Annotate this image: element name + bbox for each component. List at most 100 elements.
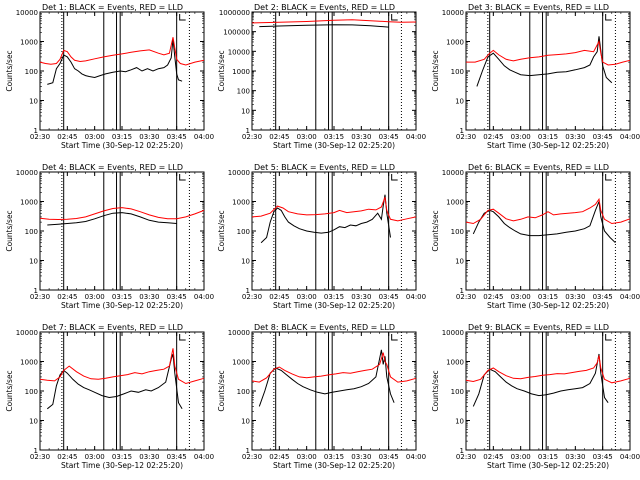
x-tick-label: 03:15 (112, 133, 132, 141)
panel-title: Det 2: BLACK = Events, RED = LLD (254, 3, 395, 12)
x-tick-label: 04:00 (194, 133, 214, 141)
y-tick-label: 10000 (442, 329, 464, 337)
events-series-line (47, 212, 177, 226)
x-tick-label: 02:30 (456, 133, 476, 141)
plot-frame (39, 331, 205, 451)
detector-panel: Det 4: BLACK = Events, RED = LLD 1 10 100 10… (5, 163, 214, 310)
x-tick-label: 03:30 (565, 293, 585, 301)
events-series-line (259, 24, 389, 28)
y-tick-label: 1 (34, 127, 38, 135)
x-tick-label: 03:30 (139, 293, 159, 301)
y-axis-label: Counts/sec (217, 370, 226, 411)
events-series-line (258, 349, 395, 407)
lld-series-line (465, 355, 631, 384)
x-tick-label: 02:30 (242, 453, 262, 461)
x-axis-label: Start Time (30-Sep-12 02:25:20) (61, 461, 183, 470)
events-series-line (472, 201, 616, 244)
x-tick-label: 03:00 (85, 293, 105, 301)
panel-title: Det 3: BLACK = Events, RED = LLD (468, 3, 609, 12)
y-tick-label: 100 (451, 68, 464, 76)
y-tick-label: 1 (246, 127, 250, 135)
lld-series-line (251, 352, 417, 383)
x-tick-label: 03:00 (85, 133, 105, 141)
x-tick-label: 03:30 (139, 453, 159, 461)
x-tick-label: 03:30 (351, 453, 371, 461)
x-tick-label: 03:15 (324, 293, 344, 301)
y-tick-label: 10 (455, 418, 464, 426)
corner-marker (605, 14, 612, 21)
x-tick-label: 03:00 (511, 133, 531, 141)
y-tick-label: 1000 (232, 359, 250, 367)
detector-panel: Det 8: BLACK = Events, RED = LLD 1 10 100 10… (217, 323, 426, 470)
y-tick-label: 10000 (228, 169, 250, 177)
x-tick-label: 02:45 (269, 293, 289, 301)
x-tick-label: 02:30 (242, 133, 262, 141)
y-tick-label: 100 (451, 228, 464, 236)
y-axis-label: Counts/sec (5, 370, 14, 411)
panel-title: Det 6: BLACK = Events, RED = LLD (468, 163, 609, 172)
x-tick-label: 03:30 (351, 293, 371, 301)
y-tick-label: 100 (237, 388, 250, 396)
x-tick-label: 04:00 (406, 133, 426, 141)
y-axis-label: Counts/sec (5, 50, 14, 91)
x-tick-label: 02:45 (483, 453, 503, 461)
y-tick-label: 100 (237, 228, 250, 236)
detector-panel: Det 2: BLACK = Events, RED = LLD 1 10 100 10… (217, 3, 426, 150)
y-tick-label: 10 (29, 98, 38, 106)
corner-marker (179, 334, 186, 341)
y-axis-label: Counts/sec (5, 210, 14, 251)
y-tick-label: 10 (241, 107, 250, 115)
y-axis-label: Counts/sec (431, 50, 440, 91)
detector-panel: Det 9: BLACK = Events, RED = LLD 1 10 100 10… (431, 323, 640, 470)
y-tick-label: 1000 (232, 199, 250, 207)
x-tick-label: 03:15 (538, 133, 558, 141)
x-tick-label: 03:15 (112, 453, 132, 461)
x-tick-label: 02:30 (242, 293, 262, 301)
x-tick-label: 02:45 (483, 293, 503, 301)
detector-panel: Det 3: BLACK = Events, RED = LLD 1 10 100 10… (431, 3, 640, 150)
x-tick-label: 03:45 (379, 453, 399, 461)
x-tick-label: 02:45 (57, 133, 77, 141)
x-tick-label: 02:30 (456, 293, 476, 301)
panel-title: Det 4: BLACK = Events, RED = LLD (42, 163, 183, 172)
y-axis-label: Counts/sec (431, 210, 440, 251)
y-tick-label: 100 (25, 228, 38, 236)
y-tick-label: 10 (29, 418, 38, 426)
x-tick-label: 03:45 (167, 453, 187, 461)
x-tick-label: 04:00 (620, 453, 640, 461)
y-tick-label: 1 (460, 447, 464, 455)
x-tick-label: 04:00 (620, 133, 640, 141)
panel-title: Det 8: BLACK = Events, RED = LLD (254, 323, 395, 332)
y-tick-label: 10000 (442, 9, 464, 17)
y-tick-label: 100 (451, 388, 464, 396)
y-tick-label: 1000 (232, 68, 250, 76)
y-tick-label: 1 (246, 447, 250, 455)
plot-frame (251, 171, 417, 291)
x-axis-label: Start Time (30-Sep-12 02:25:20) (61, 141, 183, 150)
x-tick-label: 04:00 (194, 293, 214, 301)
x-axis-label: Start Time (30-Sep-12 02:25:20) (487, 461, 609, 470)
y-tick-label: 100 (25, 388, 38, 396)
lld-series-line (251, 197, 417, 222)
lld-series-line (39, 348, 205, 385)
y-tick-label: 10000 (16, 329, 38, 337)
lld-series-line (39, 207, 205, 221)
x-tick-label: 03:45 (593, 453, 613, 461)
corner-marker (391, 14, 398, 21)
panel-title: Det 5: BLACK = Events, RED = LLD (254, 163, 395, 172)
y-axis-label: Counts/sec (217, 210, 226, 251)
x-tick-label: 03:45 (593, 133, 613, 141)
detector-panel: Det 1: BLACK = Events, RED = LLD 1 10 100 10… (5, 3, 214, 150)
corner-marker (179, 174, 186, 181)
x-tick-label: 03:45 (593, 293, 613, 301)
x-axis-label: Start Time (30-Sep-12 02:25:20) (273, 461, 395, 470)
x-tick-label: 03:45 (167, 293, 187, 301)
lld-series-line (251, 19, 417, 24)
corner-marker (391, 334, 398, 341)
plot-frame (39, 171, 205, 291)
y-axis-label: Counts/sec (217, 50, 226, 91)
x-tick-label: 03:00 (297, 133, 317, 141)
x-tick-label: 03:15 (538, 293, 558, 301)
x-tick-label: 04:00 (406, 293, 426, 301)
